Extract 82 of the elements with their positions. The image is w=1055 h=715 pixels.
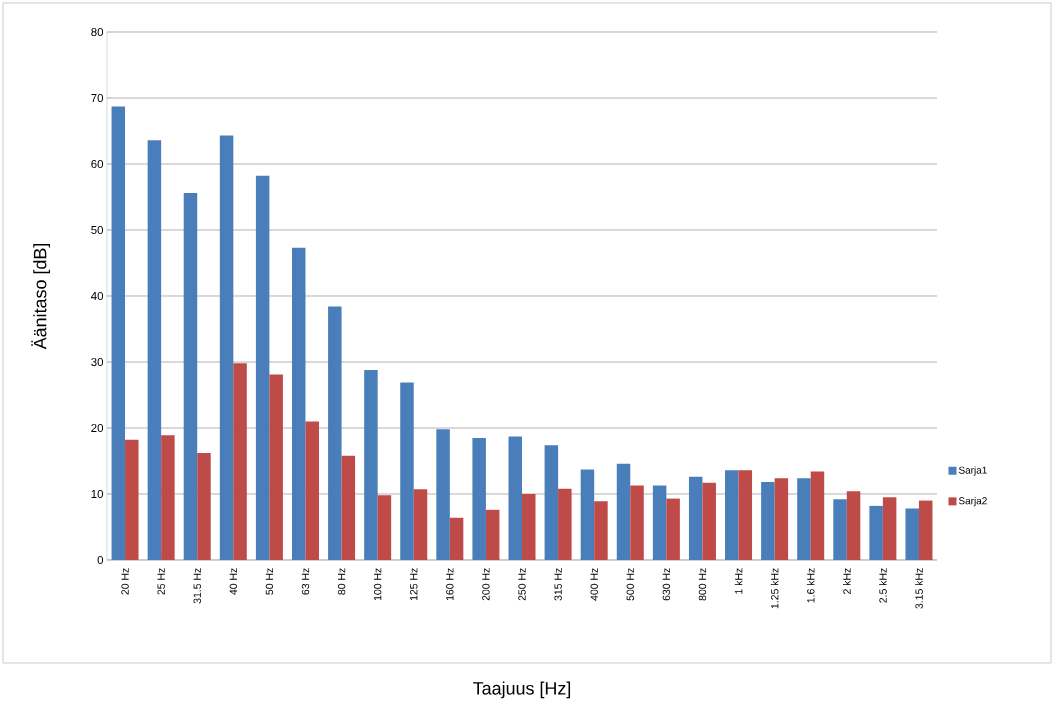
bar [219,135,234,560]
bar [580,469,595,560]
x-tick-label: 80 Hz [337,568,346,595]
x-tick-label: 315 Hz [554,568,562,601]
bar [688,476,703,560]
bar [558,488,572,560]
x-tick-label: 31.5 Hz [193,568,201,604]
y-tick-label: 0 [97,555,104,565]
x-tick-label: 20 Hz [121,568,129,595]
bar [255,175,270,560]
bar [702,482,716,560]
y-tick-label: 60 [91,159,104,169]
y-tick-label: 70 [91,93,104,103]
bar [666,498,680,560]
bar [630,485,644,560]
bar [436,429,450,560]
bar [508,436,523,560]
bar [833,499,847,560]
y-tick-label: 30 [91,357,104,367]
bar [233,363,247,560]
x-tick-label: 100 Hz [373,568,382,601]
x-tick-label: 250 Hz [518,568,526,601]
bar [183,193,198,560]
x-tick-label: 125 Hz [410,568,418,601]
x-tick-label: 400 Hz [590,568,598,601]
legend-label: Sarja2 [958,497,987,507]
bar [291,247,306,560]
bar [269,374,283,560]
x-tick-label: 500 Hz [626,568,634,601]
bar [905,508,919,560]
bar [544,445,559,560]
bar [449,517,464,560]
bar [147,140,162,560]
bar [725,470,739,560]
bar [522,493,536,560]
x-tick-label: 3.15 kHz [915,568,923,609]
x-tick-label: 200 Hz [482,568,490,601]
x-tick-label: 1.6 kHz [806,568,815,603]
bar [738,470,753,560]
x-tick-label: 2.5 kHz [879,568,887,603]
bar [364,369,378,560]
bar [882,497,897,560]
x-tick-label: 630 Hz [662,568,671,601]
y-tick-label: 80 [91,27,104,37]
y-axis-title: Äänitaso [dB] [31,243,50,350]
x-tick-label: 800 Hz [698,568,707,601]
x-tick-label: 160 Hz [446,568,454,601]
bar [161,435,175,560]
bar [125,439,139,560]
bar [400,382,414,560]
bar [197,453,211,560]
bar [111,106,126,560]
y-tick-label: 50 [91,225,104,235]
bar [869,505,883,560]
bar [377,495,392,560]
bar [810,471,825,560]
x-tick-label: 1 kHz [734,568,743,594]
bar [594,501,608,560]
bar [652,485,667,560]
bar [328,306,342,560]
x-tick-label: 50 Hz [265,568,274,595]
y-tick-label: 40 [91,291,104,301]
bar [472,437,486,560]
bar [413,489,428,560]
x-tick-label: 40 Hz [229,568,238,595]
y-tick-label: 20 [91,423,104,433]
bar [341,455,356,560]
bar [774,478,789,560]
bar [761,482,775,560]
x-tick-label: 1.25 kHz [770,568,779,609]
legend-label: Sarja1 [958,466,987,476]
bar [797,478,811,560]
y-tick-label: 10 [91,489,104,499]
x-tick-label: 2 kHz [843,568,851,594]
bar [616,463,631,560]
bar [918,500,933,560]
bar [846,491,861,560]
bar [305,421,319,560]
x-tick-label: 25 Hz [157,568,165,595]
x-tick-label: 63 Hz [301,568,310,595]
bar [485,509,500,560]
x-axis-title: Taajuus [Hz] [473,681,571,699]
